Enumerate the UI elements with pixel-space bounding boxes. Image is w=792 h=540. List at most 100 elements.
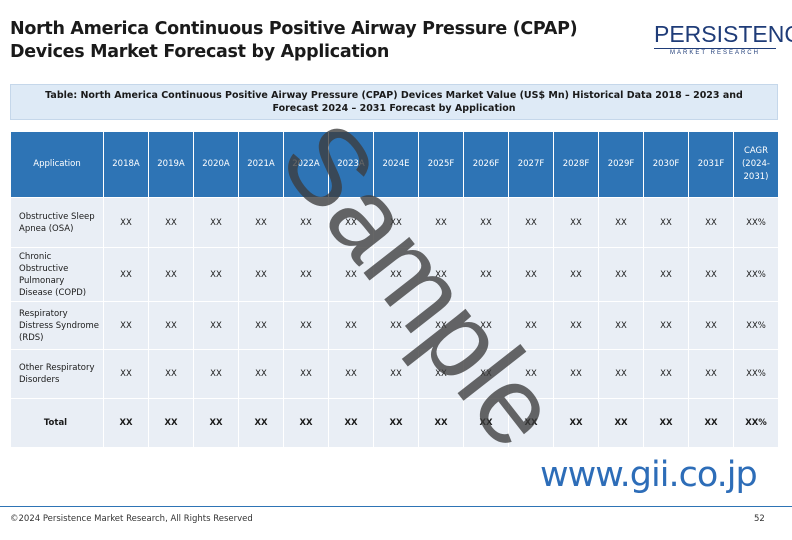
column-header: 2019A (148, 131, 194, 198)
table-cell: XX (103, 247, 149, 302)
table-cell: XX (508, 247, 554, 302)
table-cell: XX (103, 398, 149, 448)
table-cell: XX (193, 247, 239, 302)
table-cell: XX (193, 197, 239, 248)
table-cell: XX (283, 197, 329, 248)
table-row: Total XX XX XX XX XX XX XX XX XX XX XX XX XX XX XX% (10, 398, 779, 448)
table-cell: XX (103, 349, 149, 399)
table-cell: XX (418, 398, 464, 448)
table-cell: XX (373, 398, 419, 448)
table-cell: XX (373, 247, 419, 302)
column-header: 2024E (373, 131, 419, 198)
table-row: Obstructive Sleep Apnea (OSA) XX XX XX XX XX X… (10, 197, 779, 248)
logo-subtext: MARKET RESEARCH (654, 48, 776, 57)
table-cell: XX (373, 301, 419, 350)
table-cell: XX (193, 398, 239, 448)
logo: PERSISTENCE MARKET RESEARCH (654, 20, 792, 60)
table-cell: XX (193, 349, 239, 399)
table-cell: XX (148, 398, 194, 448)
table-cell: XX (553, 349, 599, 399)
table-cell: XX (463, 398, 509, 448)
column-header: 2026F (463, 131, 509, 198)
table-cell: XX% (733, 301, 779, 350)
table-cell: XX (328, 398, 374, 448)
table-cell: XX (688, 247, 734, 302)
table-cell: XX (238, 301, 284, 350)
table-cell: XX (553, 301, 599, 350)
table-cell: XX (553, 398, 599, 448)
table-cell: XX (238, 349, 284, 399)
table-cell: XX (238, 247, 284, 302)
table-cell: XX (598, 247, 644, 302)
slide-title: North America Continuous Positive Airway… (10, 19, 578, 62)
table-cell: XX (553, 197, 599, 248)
table-cell: XX% (733, 398, 779, 448)
column-header: 2020A (193, 131, 239, 198)
table-cell: XX (463, 247, 509, 302)
table-cell: XX (598, 398, 644, 448)
table-cell: XX (508, 349, 554, 399)
table-cell: XX (238, 398, 284, 448)
table-cell: XX (688, 301, 734, 350)
table-cell: XX (193, 301, 239, 350)
column-header: 2018A (103, 131, 149, 198)
table-cell: XX (418, 247, 464, 302)
copyright: ©2024 Persistence Market Research, All R… (10, 514, 253, 524)
table-cell: XX (103, 197, 149, 248)
column-header: Application (10, 131, 104, 198)
data-table: Application 2018A 2019A 2020A 2021A 2022A 2023… (10, 131, 779, 448)
table-cell: XX (688, 197, 734, 248)
table-cell: XX (418, 197, 464, 248)
table-cell: XX (643, 301, 689, 350)
table-cell: XX (328, 247, 374, 302)
table-cell: XX (373, 349, 419, 399)
table-cell: XX (328, 349, 374, 399)
column-header: 2023A (328, 131, 374, 198)
table-cell: XX (418, 349, 464, 399)
column-header: 2028F (553, 131, 599, 198)
column-header: 2021A (238, 131, 284, 198)
table-cell: XX (238, 197, 284, 248)
table-cell: XX (418, 301, 464, 350)
table-cell: XX% (733, 197, 779, 248)
table-cell: XX (328, 197, 374, 248)
row-label: Chronic Obstructive Pulmonary Disease (C… (10, 247, 104, 302)
table-cell: XX (688, 398, 734, 448)
row-label: Total (10, 398, 104, 448)
table-cell: XX (643, 398, 689, 448)
website-url: www.gii.co.jp (540, 455, 758, 495)
table-cell: XX (328, 301, 374, 350)
column-header: 2029F (598, 131, 644, 198)
column-header: 2025F (418, 131, 464, 198)
table-cell: XX (508, 197, 554, 248)
table-cell: XX (463, 349, 509, 399)
footer-rule (0, 506, 792, 507)
table-cell: XX (283, 301, 329, 350)
table-cell: XX (283, 349, 329, 399)
table-cell: XX (598, 349, 644, 399)
table-caption: Table: North America Continuous Positive… (10, 84, 778, 120)
table-cell: XX (508, 398, 554, 448)
table-cell: XX (283, 247, 329, 302)
table-cell: XX (148, 301, 194, 350)
table-cell: XX (148, 197, 194, 248)
header-row: Application 2018A 2019A 2020A 2021A 2022A 2023… (10, 131, 779, 198)
table-cell: XX (553, 247, 599, 302)
column-header: 2022A (283, 131, 329, 198)
column-header: 2031F (688, 131, 734, 198)
table-row: Chronic Obstructive Pulmonary Disease (C… (10, 247, 779, 302)
table-cell: XX (103, 301, 149, 350)
logo-text: PERSISTENCE (654, 21, 792, 47)
column-header: 2030F (643, 131, 689, 198)
table-cell: XX (643, 197, 689, 248)
table-cell: XX (463, 197, 509, 248)
table-cell: XX (598, 197, 644, 248)
row-label: Obstructive Sleep Apnea (OSA) (10, 197, 104, 248)
column-header: 2027F (508, 131, 554, 198)
table-cell: XX (643, 247, 689, 302)
table-cell: XX (688, 349, 734, 399)
row-label: Respiratory Distress Syndrome (RDS) (10, 301, 104, 350)
table-cell: XX (508, 301, 554, 350)
table-row: Other Respiratory Disorders XX XX XX XX XX XX X… (10, 349, 779, 399)
